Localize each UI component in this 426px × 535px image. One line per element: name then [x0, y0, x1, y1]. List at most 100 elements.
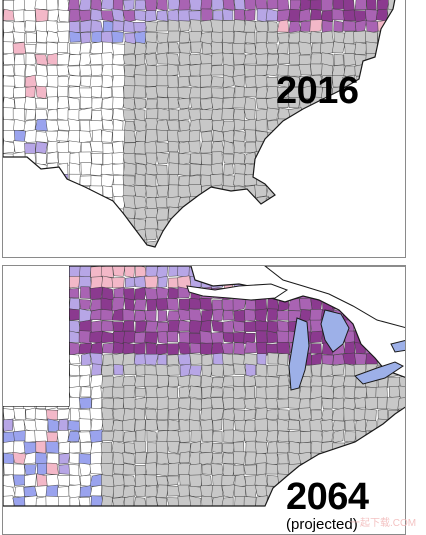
county: [134, 299, 147, 310]
county: [178, 229, 190, 241]
county: [211, 464, 223, 476]
county: [257, 342, 268, 355]
county: [68, 309, 80, 320]
county: [178, 164, 190, 176]
county: [3, 196, 14, 209]
county: [244, 20, 256, 32]
county: [234, 196, 246, 209]
county: [103, 186, 113, 198]
county: [102, 130, 113, 142]
county: [91, 153, 102, 164]
county: [156, 287, 168, 300]
county: [102, 287, 114, 300]
county: [299, 9, 311, 22]
county: [123, 321, 135, 331]
county: [156, 209, 168, 220]
county: [277, 42, 288, 54]
county: [211, 185, 222, 196]
county: [24, 10, 36, 21]
county: [112, 75, 125, 88]
county: [267, 54, 279, 65]
county: [3, 441, 15, 453]
county: [69, 163, 80, 175]
county: [223, 276, 233, 289]
county: [233, 240, 246, 252]
county: [233, 75, 245, 88]
county: [57, 475, 69, 486]
county: [387, 377, 399, 387]
county: [332, 364, 345, 375]
county: [244, 119, 257, 131]
county: [365, 397, 378, 410]
county: [322, 186, 334, 198]
county: [113, 342, 125, 354]
county: [134, 485, 146, 496]
county: [223, 207, 235, 220]
county: [202, 464, 211, 474]
county: [157, 322, 169, 332]
county: [255, 75, 268, 88]
county: [58, 218, 69, 231]
county: [387, 207, 399, 220]
county: [90, 287, 102, 300]
county: [69, 43, 81, 55]
county: [112, 219, 124, 231]
county: [277, 342, 290, 354]
county: [200, 119, 213, 132]
county: [112, 266, 125, 276]
county: [35, 196, 48, 209]
county: [123, 309, 135, 321]
county: [213, 353, 224, 366]
county: [25, 44, 36, 53]
county: [79, 343, 92, 354]
county: [101, 0, 114, 10]
county: [80, 197, 91, 208]
county: [367, 175, 378, 186]
county: [178, 496, 191, 509]
county: [179, 508, 191, 519]
county: [289, 441, 301, 454]
county: [46, 207, 59, 221]
county: [201, 310, 213, 322]
county: [145, 241, 157, 253]
county: [301, 463, 312, 476]
county: [399, 486, 406, 498]
county: [366, 0, 376, 11]
county: [322, 398, 334, 408]
county: [101, 332, 114, 343]
county: [101, 298, 112, 311]
county: [145, 11, 156, 22]
county: [112, 44, 125, 56]
county: [190, 98, 200, 109]
county: [101, 241, 113, 253]
county: [321, 163, 333, 175]
blank-region: [3, 266, 69, 406]
county: [156, 152, 169, 164]
county: [213, 11, 223, 21]
year-label-2064: 2064: [286, 476, 369, 519]
county: [378, 497, 388, 509]
county: [366, 218, 377, 231]
county: [365, 197, 377, 209]
county: [277, 364, 290, 376]
county: [299, 31, 310, 43]
county: [299, 153, 312, 165]
county: [201, 175, 212, 187]
county: [233, 452, 245, 465]
county: [189, 220, 202, 232]
county: [36, 441, 46, 454]
county: [365, 464, 378, 476]
county: [68, 55, 81, 66]
county: [288, 420, 300, 430]
county: [266, 240, 278, 253]
county: [90, 219, 103, 232]
county: [344, 252, 355, 258]
county: [334, 186, 344, 197]
county: [398, 163, 406, 175]
county: [79, 10, 91, 22]
county: [387, 240, 400, 253]
county: [376, 475, 389, 485]
county: [321, 465, 333, 477]
county: [310, 230, 323, 241]
county: [113, 175, 123, 186]
